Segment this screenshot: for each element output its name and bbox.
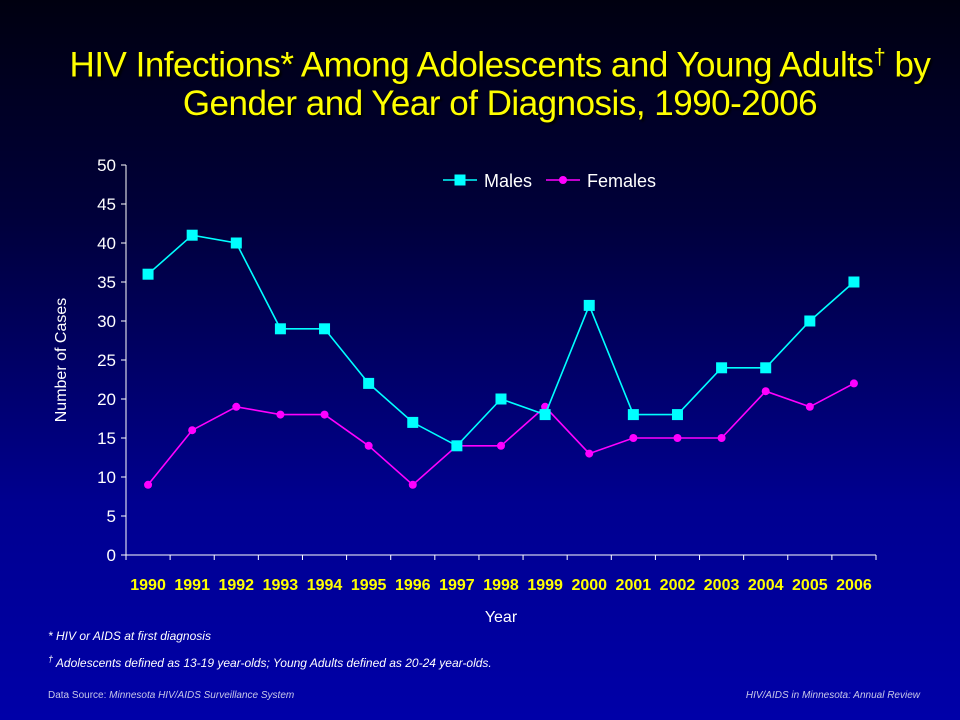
- males-series-line: [147, 234, 855, 447]
- x-tick-label: 2001: [616, 577, 652, 594]
- x-tick-label: 2002: [660, 577, 696, 594]
- legend-females-marker: [559, 176, 567, 184]
- males-data-point: [760, 362, 772, 374]
- males-data-point: [495, 393, 507, 405]
- footnote-hiv-aids: * HIV or AIDS at first diagnosis: [48, 629, 211, 643]
- males-data-point: [539, 409, 551, 421]
- y-tick-label: 5: [107, 507, 116, 526]
- x-tick-label: 2000: [571, 577, 607, 594]
- females-data-point: [320, 410, 329, 419]
- x-tick-label: 1992: [218, 577, 254, 594]
- females-data-point: [144, 480, 153, 489]
- y-tick-label: 20: [97, 390, 116, 409]
- females-data-point: [188, 426, 197, 435]
- legend-males-label: Males: [484, 171, 532, 191]
- x-tick-label: 1999: [527, 577, 563, 594]
- males-data-point: [274, 323, 286, 335]
- legend-males-marker: [454, 174, 466, 186]
- females-data-point: [629, 434, 638, 442]
- x-tick-label: 1993: [263, 577, 299, 594]
- x-tick-label: 2005: [792, 577, 828, 594]
- females-data-point: [673, 434, 682, 442]
- males-data-point: [407, 416, 419, 428]
- y-tick-label: 25: [97, 351, 116, 370]
- males-data-point: [186, 229, 198, 241]
- x-tick-label: 1997: [439, 577, 475, 594]
- y-tick-label: 40: [97, 234, 116, 253]
- males-data-point: [142, 268, 154, 280]
- females-data-point: [849, 379, 858, 388]
- females-data-point: [232, 402, 241, 411]
- females-data-point: [364, 441, 373, 450]
- data-source: Data Source: Minnesota HIV/AIDS Surveill…: [48, 690, 295, 701]
- y-axis-label: Number of Cases: [53, 298, 70, 423]
- males-data-point: [451, 440, 463, 452]
- y-tick-label: 35: [97, 273, 116, 292]
- females-data-point: [805, 402, 814, 411]
- males-data-point: [583, 299, 595, 311]
- y-tick-label: 0: [107, 546, 116, 565]
- males-data-point: [671, 409, 683, 421]
- legend-females-label: Females: [587, 171, 656, 191]
- males-data-point: [627, 409, 639, 421]
- females-data-point: [408, 480, 417, 489]
- females-data-point: [497, 441, 505, 450]
- males-data-point: [230, 237, 242, 249]
- chart-title-line1: HIV Infections* Among Adolescents and Yo…: [69, 44, 931, 85]
- x-axis-label: Year: [485, 609, 518, 626]
- females-data-point: [761, 387, 770, 396]
- x-tick-label: 1998: [483, 577, 519, 594]
- x-tick-label: 2004: [748, 577, 784, 594]
- y-tick-label: 45: [97, 195, 116, 214]
- footnote-age-definitions: † Adolescents defined as 13-19 year-olds…: [48, 654, 492, 670]
- chart-title: HIV Infections* Among Adolescents and Yo…: [60, 38, 940, 123]
- x-tick-label: 1991: [174, 577, 210, 594]
- females-data-point: [276, 410, 285, 419]
- females-data-point: [717, 434, 726, 442]
- x-tick-label: 2003: [704, 577, 740, 594]
- y-tick-label: 10: [97, 468, 116, 487]
- chart-title-line2: Gender and Year of Diagnosis, 1990-2006: [182, 83, 818, 123]
- males-data-point: [716, 362, 728, 374]
- x-tick-label: 2006: [836, 577, 872, 594]
- x-tick-label: 1995: [351, 577, 387, 594]
- males-data-point: [804, 315, 816, 327]
- males-data-point: [848, 276, 860, 288]
- y-tick-label: 15: [97, 429, 116, 448]
- x-tick-label: 1990: [130, 577, 166, 594]
- females-data-point: [585, 449, 594, 458]
- males-data-point: [363, 377, 375, 389]
- y-tick-label: 50: [97, 156, 116, 175]
- x-tick-label: 1996: [395, 577, 431, 594]
- x-tick-label: 1994: [307, 577, 343, 594]
- y-tick-label: 30: [97, 312, 116, 331]
- males-data-point: [319, 323, 331, 335]
- title-dagger: †: [873, 44, 886, 69]
- publication-name: HIV/AIDS in Minnesota: Annual Review: [745, 690, 920, 701]
